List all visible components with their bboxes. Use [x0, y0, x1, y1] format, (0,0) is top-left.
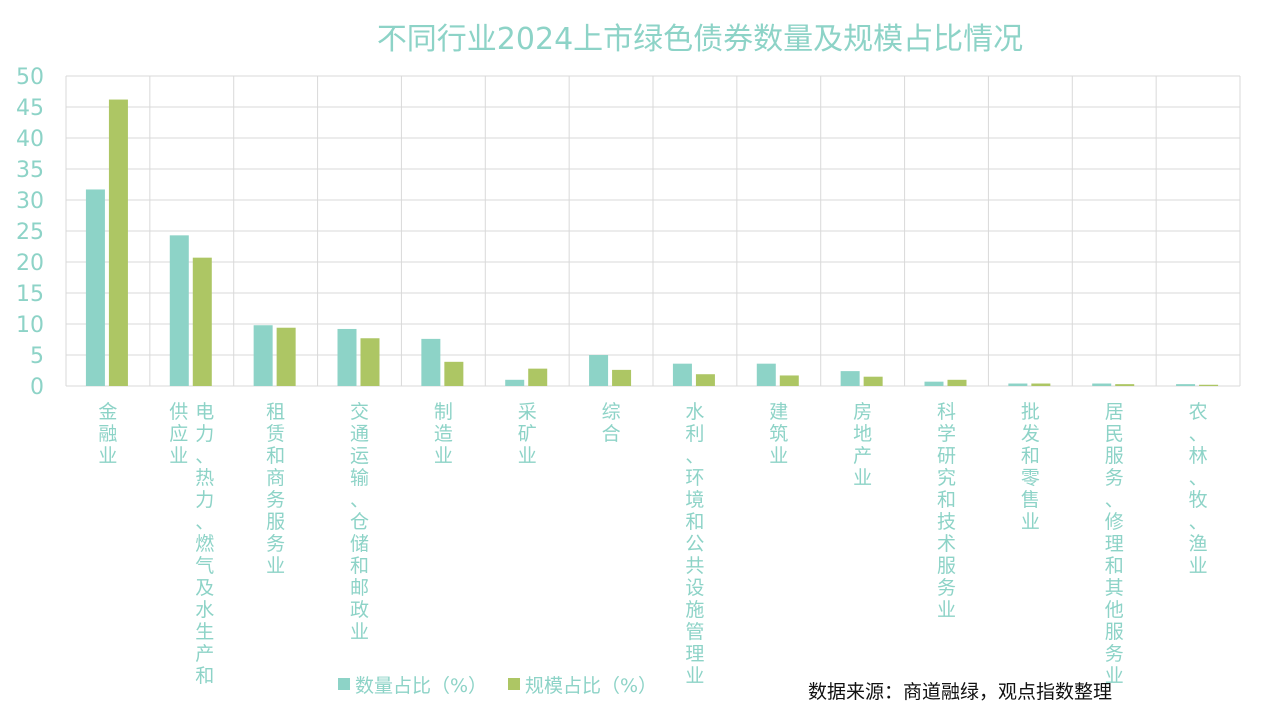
x-category-label: 采矿业	[518, 401, 537, 467]
bar-scale-share	[360, 338, 380, 386]
svg-text:科学研究和技术服务业: 科学研究和技术服务业	[937, 401, 956, 621]
svg-text:居民服务、修理和其他服务业: 居民服务、修理和其他服务业	[1105, 401, 1124, 687]
svg-text:综合: 综合	[602, 401, 621, 445]
legend-swatch-count	[338, 678, 350, 690]
bar-scale-share	[863, 376, 883, 386]
bar-count-share	[840, 371, 860, 386]
bar-scale-share	[1031, 383, 1051, 386]
x-category-label: 房地产业	[853, 401, 872, 489]
y-tick-label: 5	[30, 344, 44, 369]
bar-count-share	[1176, 384, 1196, 386]
x-category-label: 交通运输、仓储和邮政业	[350, 401, 369, 643]
y-tick-label: 10	[16, 313, 44, 338]
bar-scale-share	[1199, 384, 1219, 386]
bar-scale-share	[1115, 384, 1135, 386]
svg-text:租赁和商务服务业: 租赁和商务服务业	[266, 401, 285, 577]
bar-count-share	[337, 328, 357, 386]
bar-count-share	[1008, 383, 1028, 386]
legend-label-scale: 规模占比（%）	[525, 675, 657, 697]
y-tick-label: 50	[16, 65, 44, 90]
bar-scale-share	[528, 368, 548, 386]
bar-scale-share	[695, 374, 715, 386]
bar-count-share	[505, 379, 525, 386]
source-note: 数据来源：商道融绿，观点指数整理	[808, 681, 1112, 703]
bar-count-share	[924, 381, 944, 386]
y-tick-label: 30	[16, 189, 44, 214]
y-tick-label: 0	[30, 375, 44, 400]
legend-label-count: 数量占比（%）	[355, 675, 487, 697]
x-category-label: 建筑业	[769, 401, 788, 467]
bar-count-share	[421, 338, 441, 386]
svg-text:制造业: 制造业	[434, 401, 453, 467]
svg-text:供应业: 供应业	[169, 401, 188, 467]
bar-scale-share	[192, 257, 212, 386]
bar-scale-share	[276, 327, 296, 386]
bar-count-share	[1092, 383, 1112, 386]
y-axis-tick-labels: 0 5 10 15 20 25 30 35 40 45 50	[16, 65, 44, 400]
y-tick-label: 40	[16, 127, 44, 152]
y-tick-label: 45	[16, 96, 44, 121]
svg-text:批发和零售业: 批发和零售业	[1021, 401, 1040, 533]
bars	[85, 99, 1219, 386]
x-category-label: 租赁和商务服务业	[266, 401, 285, 577]
svg-text:水利、环境和公共设施管理业: 水利、环境和公共设施管理业	[685, 401, 704, 687]
y-tick-label: 25	[16, 220, 44, 245]
bar-count-share	[85, 189, 105, 386]
bar-count-share	[589, 355, 609, 386]
svg-text:交通运输、仓储和邮政业: 交通运输、仓储和邮政业	[350, 401, 369, 643]
bar-scale-share	[612, 369, 632, 386]
bar-scale-share	[947, 379, 967, 386]
bar-scale-share	[779, 375, 799, 386]
x-category-label: 批发和零售业	[1021, 401, 1040, 533]
y-tick-label: 35	[16, 158, 44, 183]
x-category-label: 水利、环境和公共设施管理业	[685, 401, 704, 687]
bar-count-share	[756, 363, 776, 386]
x-category-label: 居民服务、修理和其他服务业	[1105, 401, 1124, 687]
y-tick-label: 15	[16, 282, 44, 307]
svg-text:农、林、牧、渔业: 农、林、牧、渔业	[1189, 401, 1208, 577]
x-category-label: 科学研究和技术服务业	[937, 401, 956, 621]
svg-text:采矿业: 采矿业	[518, 401, 537, 467]
x-category-label: 制造业	[434, 401, 453, 467]
x-category-label: 农、林、牧、渔业	[1189, 401, 1208, 577]
legend: 数量占比（%） 规模占比（%）	[338, 675, 657, 697]
bar-scale-share	[108, 99, 128, 386]
chart-title: 不同行业2024上市绿色债券数量及规模占比情况	[377, 22, 1023, 57]
bar-count-share	[672, 363, 692, 386]
bar-count-share	[169, 235, 189, 386]
x-category-label: 综合	[602, 401, 621, 445]
bar-count-share	[253, 325, 273, 386]
gridlines	[65, 75, 1241, 387]
bar-scale-share	[444, 361, 464, 386]
x-category-label: 金融业	[98, 401, 117, 467]
y-tick-label: 20	[16, 251, 44, 276]
svg-text:金融业: 金融业	[98, 401, 117, 467]
svg-text:电力、热力、燃气及水生产和: 电力、热力、燃气及水生产和	[195, 401, 214, 687]
svg-text:建筑业: 建筑业	[769, 401, 788, 467]
svg-text:房地产业: 房地产业	[853, 401, 872, 489]
legend-swatch-scale	[508, 678, 520, 690]
